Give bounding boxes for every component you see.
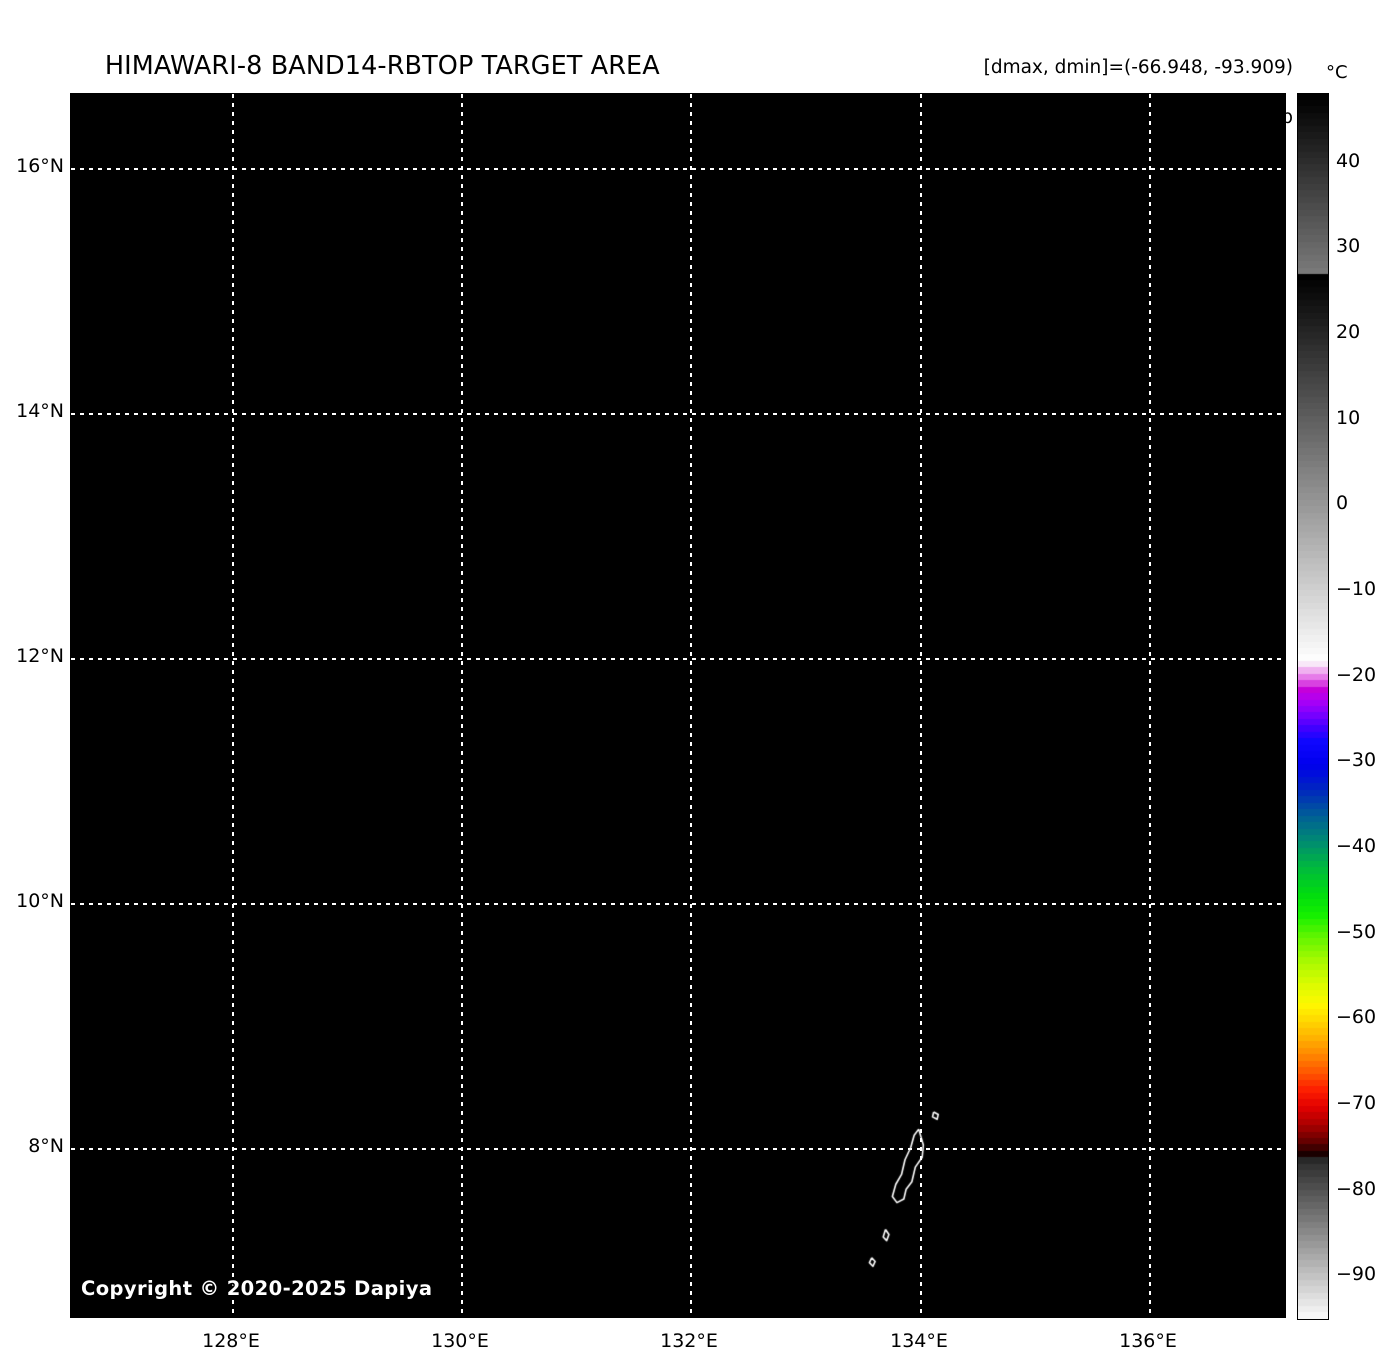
copyright-notice: Copyright © 2020-2025 Dapiya — [81, 1277, 433, 1300]
dmax-dmin-label: [dmax, dmin]=(-66.948, -93.909) — [983, 57, 1293, 78]
colorbar-tick-label: 30 — [1336, 235, 1361, 258]
longitude-tick-label: 132°E — [660, 1330, 718, 1352]
latitude-tick-label: 12°N — [16, 645, 64, 667]
longitude-tick-label: 136°E — [1119, 1330, 1177, 1352]
colorbar-tick-label: 40 — [1336, 149, 1361, 172]
longitude-tick-label: 134°E — [890, 1330, 948, 1352]
colorbar-tick-label: −90 — [1336, 1263, 1377, 1286]
colorbar-tick-label: 0 — [1336, 492, 1349, 515]
latitude-tick-label: 14°N — [16, 400, 64, 422]
title-line-1: HIMAWARI-8 BAND14-RBTOP TARGET AREA — [104, 51, 660, 81]
colorbar-tick-label: −50 — [1336, 920, 1377, 943]
colorbar-tick-label: −20 — [1336, 663, 1377, 686]
latitude-tick-label: 16°N — [16, 155, 64, 177]
colorbar-gradient — [1297, 93, 1329, 1320]
colorbar-tick-label: 10 — [1336, 406, 1361, 429]
latitude-tick-label: 10°N — [16, 890, 64, 912]
longitude-tick-label: 128°E — [202, 1330, 260, 1352]
colorbar-tick-label: −40 — [1336, 834, 1377, 857]
colorbar-tick-label: −30 — [1336, 749, 1377, 772]
latitude-tick-label: 8°N — [28, 1135, 64, 1157]
colorbar — [1297, 93, 1329, 1320]
satellite-image-panel: Copyright © 2020-2025 Dapiya — [70, 93, 1286, 1318]
colorbar-tick-label: −60 — [1336, 1006, 1377, 1029]
satellite-ir-heatmap — [71, 94, 1285, 1317]
colorbar-tick-label: −70 — [1336, 1091, 1377, 1114]
colorbar-tick-label: −80 — [1336, 1177, 1377, 1200]
colorbar-unit-label: °C — [1326, 62, 1348, 83]
longitude-tick-label: 130°E — [431, 1330, 489, 1352]
colorbar-tick-label: 20 — [1336, 320, 1361, 343]
colorbar-tick-label: −10 — [1336, 577, 1377, 600]
